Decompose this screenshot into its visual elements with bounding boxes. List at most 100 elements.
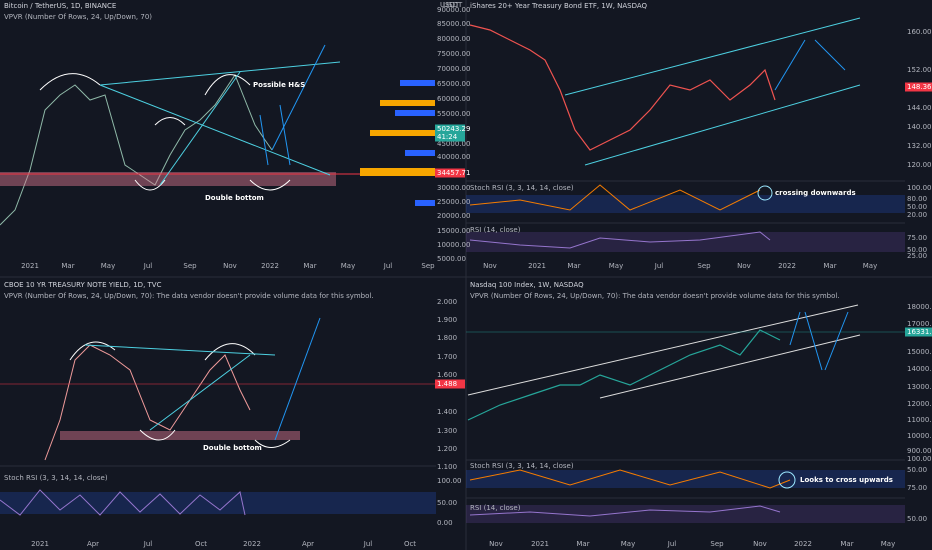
x-axis-label: 2021: [31, 540, 49, 548]
y-axis-label: 1.900: [437, 316, 457, 324]
y-axis-label: 100.00: [437, 477, 462, 485]
x-axis-label: Mar: [576, 540, 589, 548]
annotation: Double bottom: [203, 444, 262, 452]
x-axis-label: Apr: [87, 540, 99, 548]
y-axis-label: 160.00: [907, 28, 932, 36]
tlt-drawing: [466, 17, 905, 252]
y-axis-label: 75.00: [907, 234, 927, 242]
y-axis-label: 50.00: [907, 515, 927, 523]
y-axis-label: 18000.00: [907, 303, 932, 311]
y-axis-label: 1.600: [437, 371, 457, 379]
currency-label: USDT: [443, 1, 463, 9]
x-axis-label: 2022: [261, 262, 279, 270]
x-axis-label: Oct: [195, 540, 207, 548]
y-axis-label: 60000.00: [437, 95, 470, 103]
currency-label: USDT: [440, 1, 460, 9]
y-axis-label: 120.00: [907, 161, 932, 169]
y-axis-label: 15000.00: [907, 348, 932, 356]
price-tag-bg: [905, 327, 932, 337]
x-axis-label: May: [621, 540, 635, 548]
y-axis-label: 50.00: [437, 499, 457, 507]
price-tag: 50243.29: [437, 125, 470, 133]
x-axis-label: 2022: [243, 540, 261, 548]
x-axis-label: Nov: [223, 262, 237, 270]
y-axis-label: 17000.00: [907, 320, 932, 328]
y-axis-label: 1.700: [437, 353, 457, 361]
x-axis-label: Jul: [654, 262, 664, 270]
y-axis-label: 50.00: [907, 466, 927, 474]
x-axis-label: May: [881, 540, 895, 548]
price-tag: 148.36: [907, 83, 932, 91]
y-axis-label: 75000.00: [437, 50, 470, 58]
y-axis-label: 55000.00: [437, 110, 470, 118]
y-axis-label: 0.00: [437, 519, 453, 527]
x-axis-label: Jul: [143, 262, 153, 270]
x-axis-label: May: [101, 262, 115, 270]
y-axis-label: 12000.00: [907, 400, 932, 408]
indicator-label: VPVR (Number Of Rows, 24, Up/Down, 70): …: [470, 292, 840, 300]
x-axis-label: Jul: [143, 540, 153, 548]
x-axis-label: Mar: [567, 262, 580, 270]
y-axis-label: 45000.00: [437, 140, 470, 148]
x-axis-label: May: [341, 262, 355, 270]
x-axis-label: Mar: [303, 262, 316, 270]
x-axis-label: Apr: [302, 540, 314, 548]
y-axis-label: 100.00: [907, 184, 932, 192]
y-axis-label: 2.000: [437, 298, 457, 306]
x-axis-label: May: [609, 262, 623, 270]
chart-title: iShares 20+ Year Treasury Bond ETF, 1W, …: [470, 2, 648, 10]
y-axis-label: 900.00: [907, 447, 932, 455]
y-axis-label: 144.00: [907, 104, 932, 112]
y-axis-label: 132.00: [907, 142, 932, 150]
y-axis-label: 140.00: [907, 123, 932, 131]
price-tag: 16331.98: [907, 328, 932, 336]
indicator-label: VPVR (Number Of Rows, 24, Up/Down, 70): [4, 13, 152, 21]
x-axis-label: Sep: [421, 262, 435, 270]
price-tag-bg: [435, 379, 465, 389]
x-axis-label: Jul: [363, 540, 373, 548]
y-axis-label: 1.400: [437, 408, 457, 416]
x-axis-label: Jul: [667, 540, 677, 548]
btc-drawing: [0, 44, 436, 226]
pane-label: RSI (14, close): [470, 504, 521, 512]
y-axis-label: 15000.00: [437, 227, 470, 235]
price-tag-bg: [435, 132, 465, 142]
x-axis-label: 2021: [21, 262, 39, 270]
x-axis-label: Nov: [489, 540, 503, 548]
price-tag-bg: [905, 82, 932, 92]
y-axis-label: 14000.00: [907, 365, 932, 373]
pane-label: Stoch RSI (3, 3, 14, 14, close): [470, 462, 574, 470]
x-axis-label: Sep: [697, 262, 711, 270]
chart-title: Bitcoin / TetherUS, 1D, BINANCE: [4, 2, 116, 10]
y-axis-label: 75.00: [907, 484, 927, 492]
y-axis-label: 152.00: [907, 66, 932, 74]
indicator-label: VPVR (Number Of Rows, 24, Up/Down, 70): …: [4, 292, 374, 300]
y-axis-label: 5000.00: [437, 255, 466, 263]
y-axis-label: 1.100: [437, 463, 457, 471]
y-axis-label: 20000.00: [437, 212, 470, 220]
chart-title: CBOE 10 YR TREASURY NOTE YIELD, 1D, TVC: [4, 281, 162, 289]
y-axis-label: 25.00: [907, 252, 927, 260]
price-tag: 41:24: [437, 133, 458, 141]
y-axis-label: 80.00: [907, 195, 927, 203]
price-tag-bg: [435, 168, 465, 178]
ndx-drawing: [466, 304, 905, 523]
x-axis-label: Nov: [753, 540, 767, 548]
tnx-drawing: [0, 317, 436, 516]
annotation: Double bottom: [205, 194, 264, 202]
x-axis-label: Mar: [840, 540, 853, 548]
x-axis-label: Nov: [737, 262, 751, 270]
annotation: Looks to cross upwards: [800, 476, 893, 484]
y-axis-label: 90000.00: [437, 6, 470, 14]
x-axis-label: 2021: [528, 262, 546, 270]
y-axis-label: 10000.00: [437, 241, 470, 249]
y-axis-label: 65000.00: [437, 80, 470, 88]
y-axis-label: 1.200: [437, 445, 457, 453]
y-axis-label: 13000.00: [907, 383, 932, 391]
y-axis-label: 1.300: [437, 427, 457, 435]
price-tag-bg: [435, 124, 465, 134]
y-axis-label: 80000.00: [437, 35, 470, 43]
price-tag: 1.488: [437, 380, 457, 388]
